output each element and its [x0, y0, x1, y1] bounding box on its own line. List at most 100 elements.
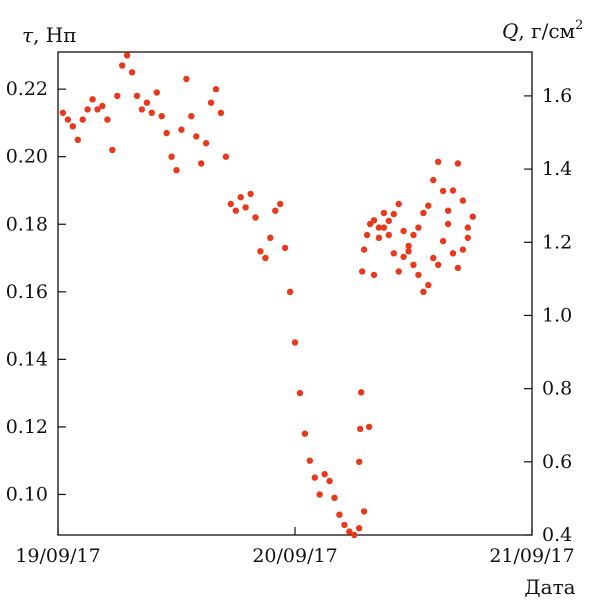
data-point: [449, 250, 457, 257]
right-tick-label: 1.6: [542, 85, 572, 107]
data-point: [291, 339, 299, 346]
right-tick-label: 1.4: [542, 158, 572, 180]
x-tick-label: 21/09/17: [489, 545, 574, 567]
data-point: [425, 281, 432, 289]
data-point: [385, 217, 392, 225]
data-point: [296, 389, 304, 397]
data-point: [183, 75, 190, 83]
data-point: [405, 248, 412, 255]
data-point: [89, 96, 96, 103]
right-axis-title: Q, г/см2: [502, 18, 583, 43]
data-point: [79, 116, 86, 123]
data-point: [444, 220, 452, 228]
data-point: [346, 528, 353, 535]
data-point: [375, 224, 383, 231]
data-point: [459, 197, 467, 204]
data-point: [232, 207, 239, 214]
right-axis-symbol: Q: [502, 19, 518, 43]
data-point: [207, 99, 215, 106]
left-tick-label: 0.10: [6, 483, 48, 505]
data-point: [222, 153, 230, 160]
data-point: [168, 153, 175, 160]
data-point: [351, 531, 358, 539]
left-tick-label: 0.22: [6, 78, 48, 100]
data-point: [158, 113, 165, 120]
left-axis-ticks: 0.10 0.12 0.14 0.16 0.18 0.20 0.22: [6, 78, 66, 505]
data-point: [359, 268, 366, 275]
data-point: [400, 253, 407, 261]
data-point: [430, 176, 437, 184]
x-tick-label: 20/09/17: [252, 545, 337, 567]
left-tick-label: 0.16: [6, 281, 48, 303]
data-point: [341, 521, 348, 529]
data-point: [128, 69, 136, 76]
data-point: [331, 494, 338, 501]
right-tick-label: 1.0: [542, 304, 572, 326]
data-point: [212, 86, 220, 93]
data-point: [390, 210, 397, 218]
data-point: [311, 474, 318, 481]
data-point: [439, 187, 447, 195]
data-point: [380, 224, 388, 231]
data-point: [464, 234, 471, 241]
data-point: [138, 106, 146, 113]
data-point: [400, 227, 407, 235]
data-point: [163, 129, 170, 137]
data-point: [459, 246, 467, 253]
data-point: [227, 200, 234, 208]
data-point: [267, 234, 274, 241]
data-point: [395, 200, 402, 208]
data-point: [360, 246, 368, 253]
data-point: [439, 237, 447, 245]
data-point: [74, 136, 82, 143]
data-point: [69, 123, 77, 130]
data-point: [178, 126, 185, 133]
data-point: [357, 425, 364, 433]
data-point: [390, 250, 397, 257]
data-point: [410, 231, 417, 239]
data-point: [405, 242, 412, 250]
x-tick-label: 19/09/17: [15, 545, 100, 567]
data-point: [415, 224, 422, 231]
data-point: [444, 207, 452, 214]
data-point: [321, 471, 328, 478]
data-point: [119, 62, 126, 69]
data-point: [237, 194, 244, 201]
x-axis-title: Дата: [524, 575, 575, 599]
data-point: [217, 109, 225, 117]
plot-frame: [57, 51, 533, 536]
data-point: [173, 167, 180, 174]
x-axis-ticks: 19/09/17 20/09/17 21/09/17: [15, 527, 575, 567]
data-point: [363, 231, 371, 239]
data-point: [242, 204, 249, 211]
data-point: [469, 213, 476, 220]
left-tick-label: 0.20: [6, 146, 48, 168]
data-point: [301, 430, 309, 437]
data-point: [123, 52, 131, 59]
data-point: [385, 231, 392, 239]
data-point: [94, 106, 101, 113]
data-point: [198, 160, 205, 167]
data-point: [133, 92, 141, 100]
data-point: [410, 261, 417, 268]
data-point: [257, 248, 264, 255]
data-point: [316, 491, 323, 498]
data-point: [380, 209, 388, 217]
left-tick-label: 0.18: [6, 213, 48, 235]
data-point: [370, 217, 378, 224]
data-point: [420, 288, 427, 295]
data-point: [435, 261, 442, 268]
data-point: [375, 234, 383, 241]
data-point: [153, 89, 160, 96]
data-point: [252, 214, 259, 221]
data-point: [193, 133, 200, 140]
data-point: [306, 457, 313, 464]
left-axis-unit: , Нп: [33, 23, 77, 47]
data-point: [365, 423, 373, 431]
data-point: [202, 140, 210, 147]
data-point: [99, 102, 106, 110]
data-point: [430, 254, 437, 262]
data-point: [247, 190, 254, 198]
data-point: [188, 113, 195, 120]
